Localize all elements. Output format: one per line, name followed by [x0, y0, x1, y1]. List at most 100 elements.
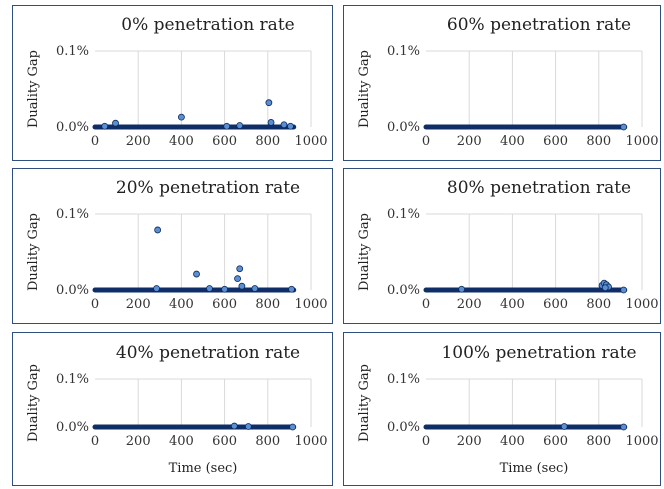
x-tick-label: 400 [169, 434, 194, 449]
data-point [620, 423, 628, 431]
chart-panel-4: 40% penetration rate 0.0% 0.1% 0 200 400 600 80… [12, 332, 333, 486]
chart-title: 80% penetration rate [447, 178, 631, 198]
x-tick-label: 0 [91, 434, 99, 449]
x-tick-label: 600 [212, 134, 237, 149]
data-point [206, 285, 213, 292]
x-tick-label: 400 [169, 134, 194, 149]
y-tick-label: 0.1% [56, 44, 89, 59]
data-point [280, 121, 288, 129]
x-tick-label: 200 [457, 134, 482, 149]
y-axis-label: Duality Gap [26, 213, 41, 291]
x-tick-label: 200 [457, 434, 482, 449]
x-tick-label: 0 [422, 134, 430, 149]
x-tick-label: 400 [169, 297, 194, 312]
data-point [230, 422, 238, 430]
chart-svg-2: 20% penetration rate 0.0% 0.1% 0 200 400 600 80… [26, 178, 328, 312]
y-tick-label: 0.0% [56, 120, 89, 135]
y-tick-label: 0.0% [56, 283, 89, 298]
x-tick-label: 1000 [294, 434, 327, 449]
data-point [244, 423, 252, 430]
chart-svg-5: 100% penetration rate 0.0% 0.1% 0 200 400 600 8… [357, 343, 659, 476]
chart-panel-1: 60% penetration rate 0.0% 0.1% 0 200 400 600 80… [343, 5, 661, 161]
data-point [153, 285, 160, 292]
x-tick-label: 200 [126, 134, 151, 149]
x-tick-label: 800 [586, 297, 611, 312]
data-point [101, 122, 109, 130]
chart-panel-2: 20% penetration rate 0.0% 0.1% 0 200 400 600 80… [12, 168, 333, 324]
y-tick-label: 0.1% [56, 207, 89, 222]
y-tick-label: 0.0% [56, 420, 89, 435]
chart-title: 20% penetration rate [116, 178, 300, 198]
chart-title: 100% penetration rate [441, 343, 636, 363]
chart-title: 40% penetration rate [116, 343, 300, 363]
x-tick-label: 400 [500, 434, 525, 449]
x-tick-label: 200 [457, 297, 482, 312]
x-tick-label: 1000 [625, 434, 658, 449]
x-tick-label: 600 [543, 297, 568, 312]
y-axis-label: Duality Gap [357, 364, 372, 442]
data-point [251, 285, 259, 292]
x-axis-label: Time (sec) [500, 461, 569, 476]
chart-svg-1: 60% penetration rate 0.0% 0.1% 0 200 400 600 80… [357, 15, 659, 149]
data-point [223, 122, 231, 130]
data-point [289, 423, 297, 431]
data-point [236, 265, 244, 273]
x-tick-label: 1000 [294, 134, 327, 149]
y-tick-label: 0.0% [387, 120, 420, 135]
chart-svg-3: 80% penetration rate 0.0% 0.1% 0 200 400 600 80… [357, 178, 659, 312]
x-tick-label: 800 [255, 297, 280, 312]
x-tick-label: 200 [126, 434, 151, 449]
data-point [236, 122, 244, 129]
data-point [112, 119, 119, 127]
y-axis-label: Duality Gap [26, 364, 41, 442]
y-tick-label: 0.1% [387, 44, 420, 59]
x-tick-label: 0 [422, 297, 430, 312]
x-tick-label: 0 [422, 434, 430, 449]
x-tick-label: 800 [255, 134, 280, 149]
data-point [620, 286, 628, 294]
chart-svg-0: 0% penetration rate 0.0% 0.1% 0 200 400 600 800… [26, 15, 328, 149]
data-point [177, 113, 185, 121]
chart-title: 60% penetration rate [447, 15, 631, 35]
y-axis-label: Duality Gap [357, 213, 372, 291]
data-point [287, 122, 294, 130]
x-tick-label: 1000 [294, 297, 327, 312]
x-tick-label: 200 [126, 297, 151, 312]
x-axis-label: Time (sec) [169, 461, 238, 476]
y-tick-label: 0.1% [387, 207, 420, 222]
y-tick-label: 0.1% [56, 372, 89, 387]
x-tick-label: 600 [543, 434, 568, 449]
x-tick-label: 600 [543, 134, 568, 149]
y-tick-label: 0.0% [387, 283, 420, 298]
chart-panel-0: 0% penetration rate 0.0% 0.1% 0 200 400 600 800… [12, 5, 333, 161]
data-point [221, 285, 229, 293]
y-tick-label: 0.0% [387, 420, 420, 435]
data-point [234, 275, 241, 282]
data-point [458, 285, 466, 293]
data-point [154, 226, 162, 234]
x-tick-label: 600 [212, 297, 237, 312]
x-tick-label: 400 [500, 297, 525, 312]
chart-panel-3: 80% penetration rate 0.0% 0.1% 0 200 400 600 80… [343, 168, 661, 324]
data-point [265, 99, 273, 107]
x-tick-label: 0 [91, 297, 99, 312]
x-tick-label: 1000 [625, 297, 658, 312]
x-tick-label: 800 [586, 434, 611, 449]
y-axis-label: Duality Gap [26, 50, 41, 128]
data-point [601, 284, 609, 292]
y-axis-label: Duality Gap [357, 50, 372, 128]
data-point [193, 270, 200, 278]
x-tick-label: 600 [212, 434, 237, 449]
chart-panel-5: 100% penetration rate 0.0% 0.1% 0 200 400 600 8… [343, 332, 661, 486]
chart-svg-4: 40% penetration rate 0.0% 0.1% 0 200 400 600 80… [26, 343, 328, 476]
x-tick-label: 800 [586, 134, 611, 149]
x-tick-label: 800 [255, 434, 280, 449]
y-tick-label: 0.1% [387, 372, 420, 387]
chart-title: 0% penetration rate [121, 15, 294, 35]
data-point [288, 285, 295, 293]
x-tick-label: 400 [500, 134, 525, 149]
data-point [620, 123, 628, 131]
x-tick-label: 1000 [625, 134, 658, 149]
data-point [267, 119, 275, 126]
data-point [560, 423, 568, 430]
